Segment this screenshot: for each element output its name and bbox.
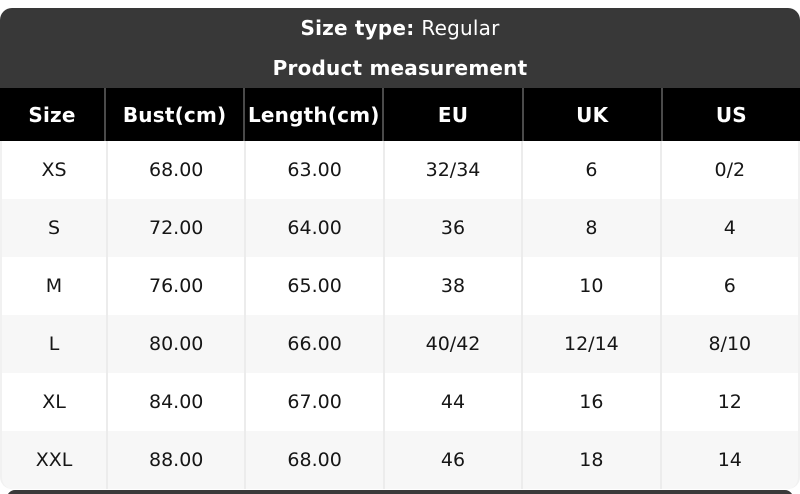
cell-length: 67.00 [246, 373, 383, 431]
size-info-banner: Size type: Regular Product measurement [0, 8, 800, 88]
size-type-label: Size type: [300, 16, 415, 40]
cell-uk: 10 [523, 257, 660, 315]
cell-size: L [2, 315, 106, 373]
cell-us: 12 [661, 373, 798, 431]
cell-us: 4 [661, 199, 798, 257]
cell-eu: 46 [384, 431, 522, 489]
cell-length: 64.00 [246, 199, 383, 257]
cell-eu: 36 [384, 199, 522, 257]
cell-uk: 8 [523, 199, 660, 257]
cell-us: 6 [661, 257, 798, 315]
next-section-top-edge [7, 490, 793, 494]
cell-eu: 44 [384, 373, 522, 431]
cell-uk: 6 [523, 141, 660, 199]
cell-size: XXL [2, 431, 106, 489]
cell-size: XS [2, 141, 106, 199]
cell-us: 14 [661, 431, 798, 489]
size-type-value: Regular [421, 16, 500, 40]
header-cell-eu: EU [384, 88, 522, 141]
table-row-xl: XL 84.00 67.00 44 16 12 [2, 373, 798, 431]
table-row-xxl: XXL 88.00 68.00 46 18 14 [2, 431, 798, 489]
header-cell-length: Length(cm) [245, 88, 383, 141]
cell-length: 65.00 [246, 257, 383, 315]
size-table-body: XS 68.00 63.00 32/34 6 0/2 S 72.00 64.00… [0, 141, 800, 489]
cell-bust: 84.00 [108, 373, 245, 431]
cell-length: 66.00 [246, 315, 383, 373]
cell-eu: 32/34 [384, 141, 522, 199]
table-row-s: S 72.00 64.00 36 8 4 [2, 199, 798, 257]
cell-length: 68.00 [246, 431, 383, 489]
cell-size: S [2, 199, 106, 257]
header-cell-uk: UK [523, 88, 661, 141]
cell-bust: 72.00 [108, 199, 245, 257]
table-row-l: L 80.00 66.00 40/42 12/14 8/10 [2, 315, 798, 373]
size-table-header-row: Size Bust(cm) Length(cm) EU UK US [0, 88, 800, 141]
cell-size: M [2, 257, 106, 315]
cell-uk: 18 [523, 431, 660, 489]
cell-bust: 88.00 [108, 431, 245, 489]
table-row-m: M 76.00 65.00 38 10 6 [2, 257, 798, 315]
header-cell-us: US [662, 88, 800, 141]
cell-eu: 38 [384, 257, 522, 315]
cell-bust: 68.00 [108, 141, 245, 199]
cell-length: 63.00 [246, 141, 383, 199]
size-type-line: Size type: Regular [0, 8, 800, 48]
cell-bust: 76.00 [108, 257, 245, 315]
cell-eu: 40/42 [384, 315, 522, 373]
cell-us: 8/10 [661, 315, 798, 373]
header-cell-bust: Bust(cm) [106, 88, 244, 141]
cell-uk: 16 [523, 373, 660, 431]
table-row-xs: XS 68.00 63.00 32/34 6 0/2 [2, 141, 798, 199]
cell-us: 0/2 [661, 141, 798, 199]
cell-uk: 12/14 [523, 315, 660, 373]
header-cell-size: Size [0, 88, 104, 141]
measurement-title: Product measurement [272, 56, 528, 80]
cell-bust: 80.00 [108, 315, 245, 373]
cell-size: XL [2, 373, 106, 431]
